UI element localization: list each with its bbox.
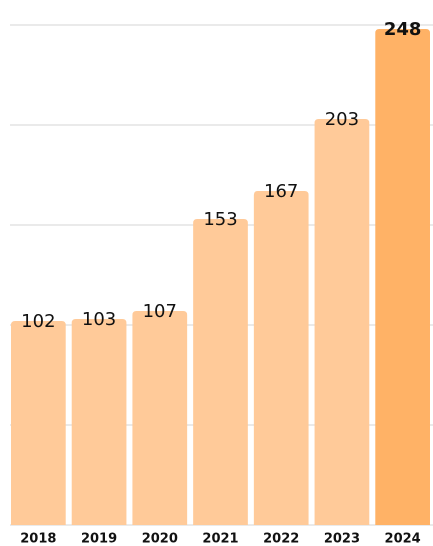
value-label: 167 [264,181,298,202]
value-label: 107 [143,301,177,322]
value-label: 203 [325,109,359,130]
x-tick-label: 2018 [20,532,56,546]
value-label: 102 [21,311,55,332]
bar [132,311,188,525]
x-tick-label: 2021 [202,532,238,546]
bar [375,29,430,525]
x-tick-label: 2020 [142,532,178,546]
bar [314,119,370,525]
value-label: 153 [203,209,237,230]
value-label: 103 [82,309,116,330]
x-tick-label: 2022 [263,532,299,546]
bar [11,321,66,525]
value-label: 248 [384,19,422,40]
bar [71,319,127,525]
bar [193,219,248,525]
x-tick-label: 2023 [324,532,360,546]
bar [253,191,309,525]
x-tick-label: 2024 [385,532,421,546]
x-tick-label: 2019 [81,532,117,546]
